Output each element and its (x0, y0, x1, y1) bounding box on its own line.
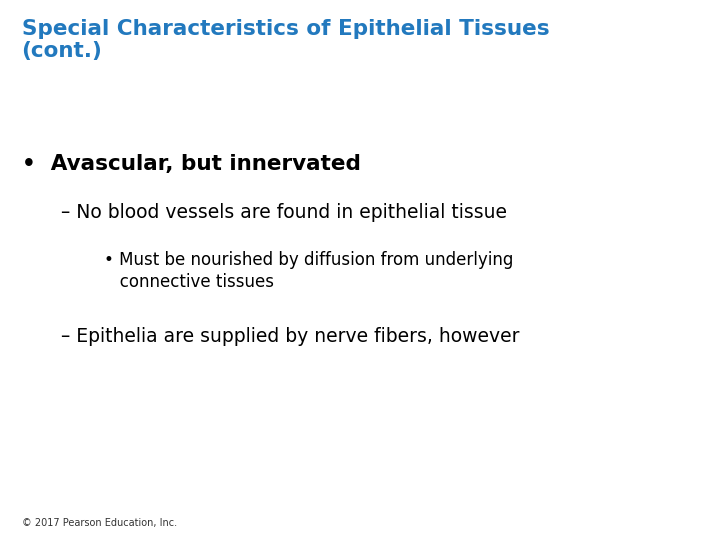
Text: Special Characteristics of Epithelial Tissues
(cont.): Special Characteristics of Epithelial Ti… (22, 19, 549, 62)
Text: – No blood vessels are found in epithelial tissue: – No blood vessels are found in epitheli… (61, 202, 507, 221)
Text: – Epithelia are supplied by nerve fibers, however: – Epithelia are supplied by nerve fibers… (61, 327, 520, 346)
Text: • Must be nourished by diffusion from underlying
   connective tissues: • Must be nourished by diffusion from un… (104, 251, 514, 291)
Text: © 2017 Pearson Education, Inc.: © 2017 Pearson Education, Inc. (22, 518, 176, 528)
Text: •  Avascular, but innervated: • Avascular, but innervated (22, 154, 361, 174)
